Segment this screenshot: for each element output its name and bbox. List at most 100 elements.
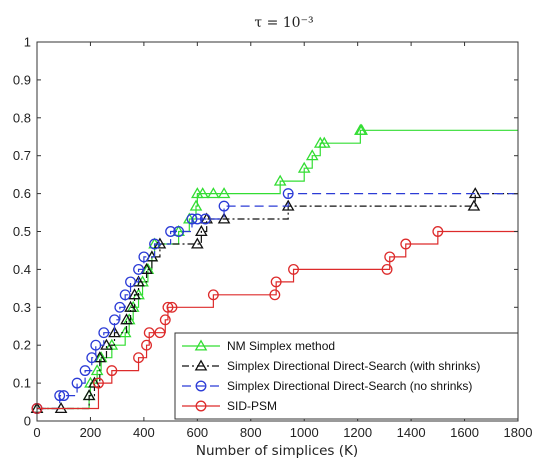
series-0-point-16: [189, 199, 203, 211]
series-0-point-23: [305, 149, 319, 161]
series-3-point-2: [106, 365, 118, 377]
legend-label-0: NM Simplex method: [227, 339, 335, 353]
series-1-point-14: [191, 237, 204, 249]
x-tick-label-1: 200: [80, 425, 102, 440]
x-tick-label-8: 1600: [450, 425, 479, 440]
series-1-point-16: [200, 212, 214, 224]
plot-area: [30, 123, 518, 414]
series-2-point-1: [54, 390, 66, 402]
series-3-point-8: [162, 301, 174, 313]
series-2-point-7: [98, 327, 110, 339]
series-3: [31, 226, 518, 414]
series-2-point-13: [138, 251, 150, 263]
series-1-point-18: [281, 199, 295, 211]
series-3-point-9: [166, 301, 178, 313]
series-3-point-11: [269, 289, 281, 301]
series-3-point-16: [400, 238, 412, 250]
y-tick-label-9: 0.9: [13, 72, 31, 87]
y-tick-label-3: 0.3: [13, 300, 31, 315]
series-1-point-7: [120, 313, 133, 325]
series-2-point-21: [282, 188, 294, 200]
series-3-point-4: [141, 339, 153, 351]
x-tick-label-3: 600: [186, 425, 208, 440]
series-2-point-2: [58, 390, 70, 402]
x-tick-label-5: 1000: [290, 425, 319, 440]
series-line-3: [37, 230, 518, 410]
x-axis-label: Number of simplices (K): [196, 443, 358, 459]
series-3-point-17: [432, 226, 444, 237]
legend-marker-3: [195, 400, 207, 412]
y-tick-label-0: 0: [24, 414, 31, 429]
series-2-point-10: [119, 289, 131, 301]
series-2-point-20: [218, 200, 230, 212]
y-tick-label-1: 0.1: [13, 376, 31, 391]
series-0-point-21: [273, 174, 287, 186]
series-2-point-4: [79, 365, 91, 377]
legend-marker-0: [194, 339, 208, 351]
legend: NM Simplex method Simplex Directional Dir…: [174, 332, 519, 420]
series-1-point-9: [128, 288, 141, 300]
series-1-point-13: [153, 237, 167, 249]
series-3-point-15: [384, 251, 396, 263]
series-3-point-5: [143, 327, 155, 339]
y-tick-label-7: 0.7: [13, 148, 31, 163]
series-3-point-6: [154, 327, 166, 339]
series-3-point-10: [207, 289, 219, 301]
legend-label-1: Simplex Directional Direct-Search (with …: [227, 359, 480, 373]
series-3-point-7: [159, 314, 171, 326]
series-2-point-11: [125, 276, 136, 288]
y-tick-label-4: 0.4: [13, 262, 31, 277]
series-1-point-17: [217, 212, 231, 224]
series-1-point-19: [467, 199, 481, 211]
series-1-point-4: [93, 351, 107, 363]
y-tick-label-2: 0.2: [13, 338, 31, 353]
series-2-point-9: [114, 301, 126, 313]
series-2-point-19: [199, 213, 211, 225]
series-2: [31, 188, 518, 414]
series-1-point-3: [88, 376, 101, 388]
series-0-point-27: [355, 123, 368, 135]
series-1-point-15: [195, 224, 208, 237]
y-tick-label-8: 0.8: [13, 110, 31, 125]
series-2-point-18: [191, 213, 203, 225]
x-tick-label-7: 1400: [397, 425, 426, 440]
legend-label-3: SID-PSM: [227, 399, 277, 413]
series-3-point-13: [288, 263, 299, 275]
axes: 0 200 400 600 800 1000 1200 1400 1600 1800 0 0.1 0.2…: [13, 35, 533, 441]
x-tick-label-4: 800: [240, 425, 262, 440]
series-2-point-12: [133, 263, 144, 275]
series-2-point-16: [173, 226, 185, 237]
legend-box: [174, 332, 519, 420]
y-tick-label-5: 0.5: [13, 224, 31, 239]
series-3-point-3: [133, 352, 144, 364]
series-2-point-17: [186, 213, 198, 225]
series-3-point-14: [381, 263, 393, 275]
y-tick-label-10: 1: [24, 35, 31, 50]
series-1-point-1: [54, 401, 68, 414]
series-1-point-8: [124, 300, 137, 312]
series-0-point-18: [196, 187, 209, 199]
series-1-point-20: [468, 187, 482, 199]
x-tick-label-0: 0: [33, 425, 40, 440]
legend-label-2: Simplex Directional Direct-Search (no sh…: [227, 379, 472, 393]
series-1-point-10: [132, 275, 145, 287]
chart-title: τ = 10⁻³: [254, 15, 313, 31]
series-0-point-25: [317, 136, 331, 148]
series-3-point-12: [270, 276, 282, 288]
series-0-point-22: [297, 161, 311, 173]
y-tick-label-6: 0.6: [13, 186, 31, 201]
series-2-point-6: [90, 339, 102, 351]
series-line-2: [37, 193, 518, 410]
series-3-point-1: [93, 377, 104, 389]
x-tick-label-9: 1800: [504, 425, 533, 440]
series-2-point-15: [165, 226, 177, 237]
series-0-point-19: [207, 187, 220, 199]
x-tick-label-6: 1200: [343, 425, 372, 440]
legend-marker-2: [195, 380, 207, 392]
series-1-point-2: [82, 389, 96, 401]
series-1-point-6: [108, 326, 121, 338]
x-tick-label-2: 400: [133, 425, 155, 440]
series-2-point-14: [149, 238, 161, 250]
series-0-point-20: [217, 187, 231, 199]
